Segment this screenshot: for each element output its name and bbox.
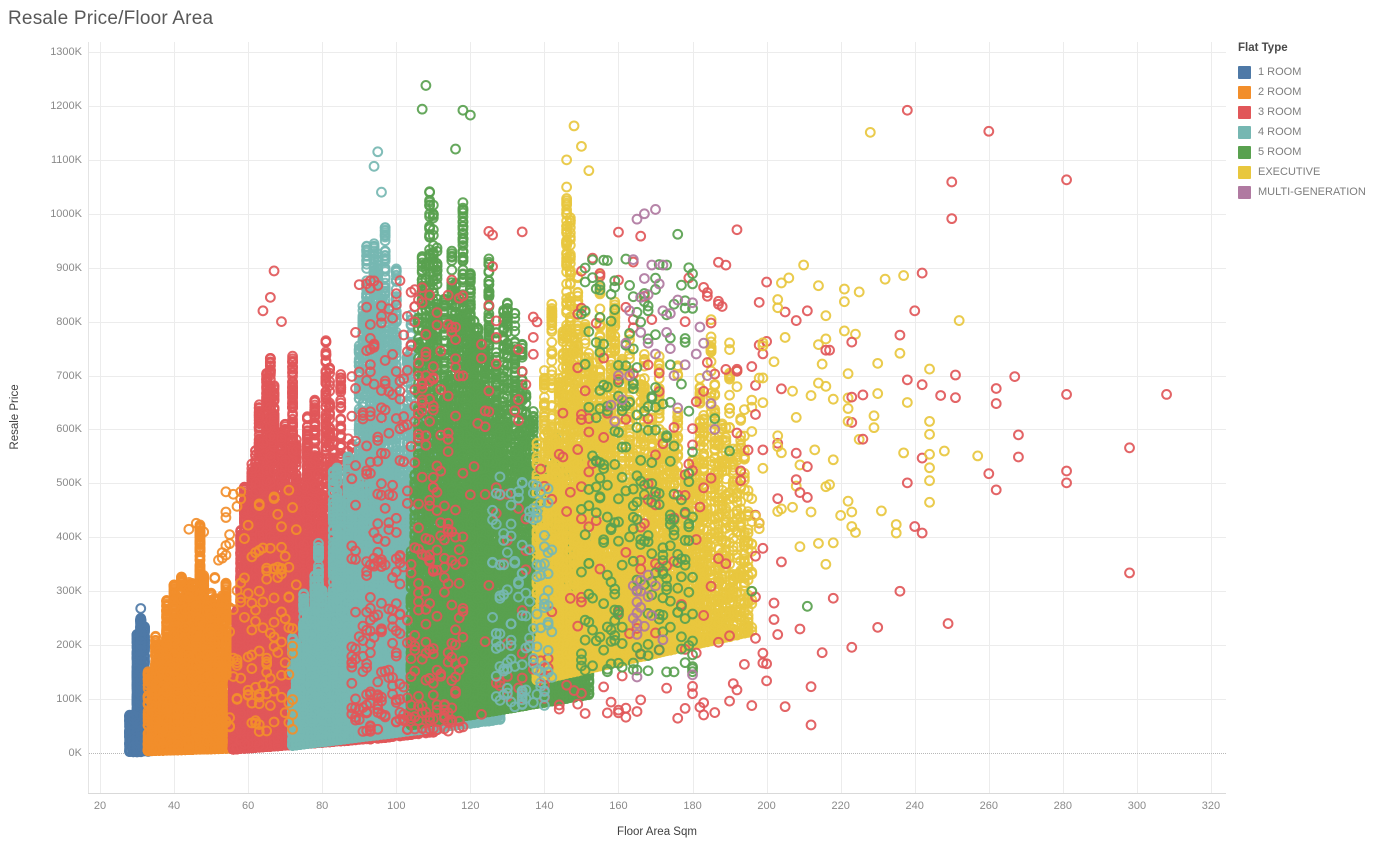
y-tick-label: 1200K <box>50 99 82 112</box>
legend-swatch <box>1238 125 1251 139</box>
legend-item-5-room[interactable]: 5 ROOM <box>1238 142 1376 162</box>
y-tick-label: 200K <box>56 639 82 652</box>
y-tick-label: 400K <box>56 531 82 544</box>
y-tick-label: 700K <box>56 369 82 382</box>
y-tick-label: 800K <box>56 315 82 328</box>
y-tick-label: 1300K <box>50 46 82 58</box>
x-tick-label: 60 <box>242 800 255 812</box>
y-tick-label: 600K <box>56 423 82 436</box>
y-tick-label: 300K <box>56 585 82 598</box>
legend-title: Flat Type <box>1238 42 1288 54</box>
x-axis-line <box>88 793 1226 794</box>
y-axis-line <box>88 42 89 793</box>
y-tick-label: 500K <box>56 477 82 490</box>
x-tick-label: 260 <box>979 800 998 812</box>
legend-item-2-room[interactable]: 2 ROOM <box>1238 82 1376 102</box>
chart-title: Resale Price/Floor Area <box>8 8 214 29</box>
x-tick-label: 320 <box>1201 800 1221 812</box>
legend: Flat Type 1 ROOM 2 ROOM 3 ROOM 4 ROOM 5 ROOM… <box>1238 42 1376 202</box>
y-tick-label: 1000K <box>50 207 82 220</box>
x-tick-label: 20 <box>93 800 107 812</box>
legend-label: MULTI-GENERATION <box>1258 186 1366 198</box>
x-tick-label: 220 <box>831 800 850 812</box>
x-tick-label: 40 <box>167 800 181 812</box>
legend-swatch <box>1238 185 1251 199</box>
x-tick-label: 280 <box>1053 800 1073 812</box>
x-axis-title: Floor Area Sqm <box>617 826 697 838</box>
x-tick-label: 200 <box>757 800 776 812</box>
legend-item-3-room[interactable]: 3 ROOM <box>1238 102 1376 122</box>
legend-item-4-room[interactable]: 4 ROOM <box>1238 122 1376 142</box>
x-tick-label: 160 <box>609 800 628 812</box>
legend-items: 1 ROOM 2 ROOM 3 ROOM 4 ROOM 5 ROOM EXECUTIVE M… <box>1238 62 1376 202</box>
legend-label: 4 ROOM <box>1258 126 1302 138</box>
legend-swatch <box>1238 165 1251 179</box>
x-tick-label: 100 <box>387 800 406 812</box>
x-tick-label: 140 <box>535 800 554 812</box>
legend-item-executive[interactable]: EXECUTIVE <box>1238 162 1376 182</box>
y-axis-title: Resale Price <box>9 384 21 450</box>
plot-area <box>88 42 1226 793</box>
legend-label: EXECUTIVE <box>1258 166 1321 178</box>
legend-label: 2 ROOM <box>1258 86 1302 98</box>
y-tick-label: 900K <box>56 261 82 274</box>
x-tick-label: 180 <box>683 800 702 812</box>
legend-swatch <box>1238 105 1251 119</box>
x-tick-label: 300 <box>1127 800 1147 812</box>
legend-label: 1 ROOM <box>1258 66 1302 78</box>
legend-item-1-room[interactable]: 1 ROOM <box>1238 62 1376 82</box>
legend-label: 3 ROOM <box>1258 106 1302 118</box>
scatter-canvas[interactable] <box>88 42 1226 793</box>
x-tick-label: 80 <box>316 800 329 812</box>
y-tick-label: 0K <box>68 747 82 759</box>
y-tick-label: 1100K <box>51 153 82 166</box>
legend-label: 5 ROOM <box>1258 146 1302 158</box>
legend-swatch <box>1238 85 1251 99</box>
x-tick-label: 240 <box>905 800 924 812</box>
legend-swatch <box>1238 65 1251 79</box>
y-tick-label: 100K <box>56 693 82 706</box>
legend-item-multi-generation[interactable]: MULTI-GENERATION <box>1238 182 1376 202</box>
legend-swatch <box>1238 145 1251 159</box>
x-tick-label: 120 <box>461 800 480 812</box>
